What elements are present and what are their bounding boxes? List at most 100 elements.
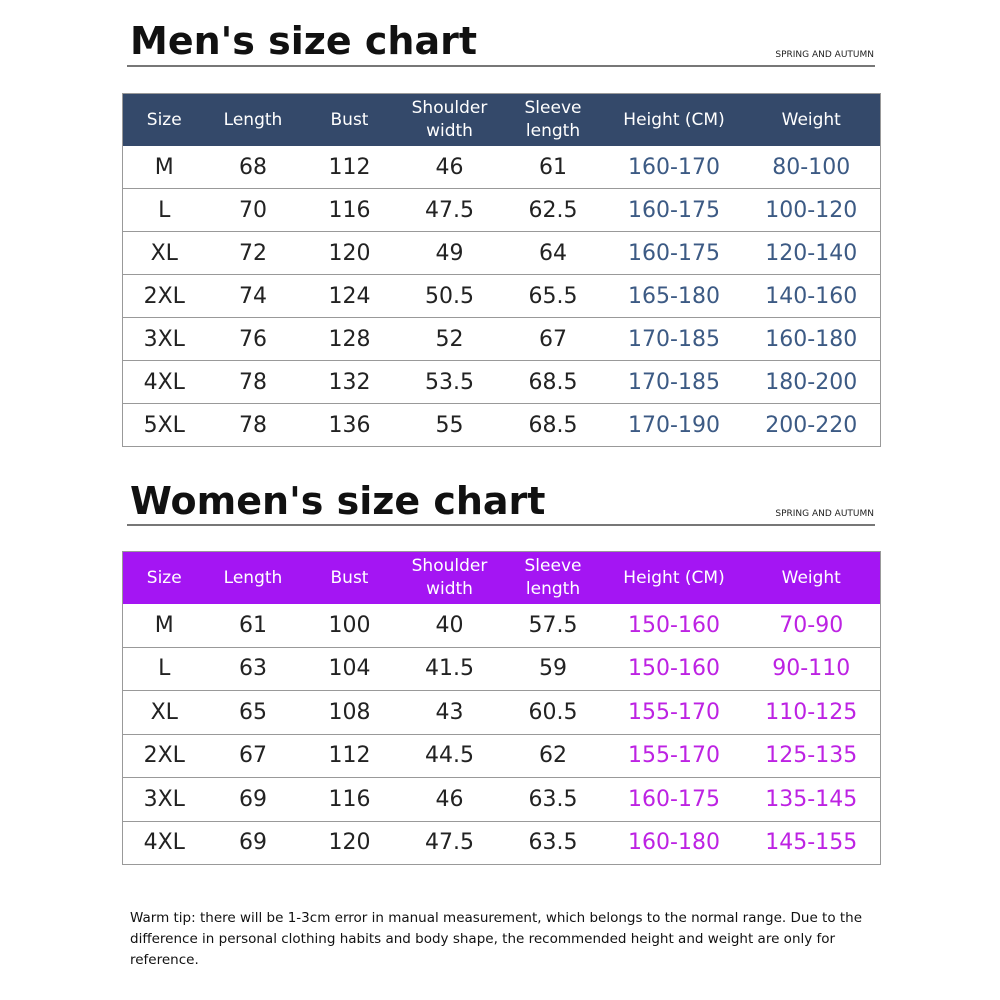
header-row: Size Length Bust Shoulder width Sleeve lengt… (122, 93, 881, 146)
table-row: XL 72 120 49 64 160-175 120-140 (122, 231, 881, 275)
table-cell: 5XL (122, 403, 206, 447)
table-row: L 70 116 47.5 62.5 160-175 100-120 (122, 188, 881, 232)
table-cell: 47.5 (398, 188, 501, 232)
column-header: Height (CM) (605, 93, 743, 146)
table-cell: 4XL (122, 360, 206, 404)
table-row: 2XL 67 112 44.5 62 155-170 125-135 (122, 734, 881, 778)
table-cell: 180-200 (742, 360, 881, 404)
table-cell: 61 (500, 146, 606, 189)
table-cell: XL (122, 231, 206, 275)
table-cell: 72 (205, 231, 301, 275)
table-cell: 116 (300, 188, 399, 232)
table-cell: 65.5 (500, 274, 606, 318)
table-cell: 90-110 (742, 647, 881, 691)
table-cell: 140-160 (742, 274, 881, 318)
table-cell: 68 (205, 146, 301, 189)
table-cell: 170-185 (605, 360, 743, 404)
table-cell: 67 (500, 317, 606, 361)
table-row: 4XL 69 120 47.5 63.5 160-180 145-155 (122, 821, 881, 865)
table-cell: 124 (300, 274, 399, 318)
table-cell: 160-180 (742, 317, 881, 361)
table-cell: 150-160 (605, 647, 743, 691)
table-cell: 64 (500, 231, 606, 275)
table-cell: 3XL (122, 777, 206, 822)
table-cell: 112 (300, 146, 399, 189)
column-header: Shoulder width (398, 551, 501, 604)
table-cell: 47.5 (398, 821, 501, 865)
warm-tip: Warm tip: there will be 1-3cm error in m… (130, 910, 863, 968)
women-season: SPRING AND AUTUMN (775, 509, 874, 519)
table-cell: 74 (205, 274, 301, 318)
table-cell: 67 (205, 734, 301, 778)
men-season: SPRING AND AUTUMN (775, 50, 874, 60)
table-cell: 65 (205, 690, 301, 735)
table-cell: 52 (398, 317, 501, 361)
table-cell: 104 (300, 647, 399, 691)
column-header: Sleeve length (500, 93, 606, 146)
table-cell: 69 (205, 777, 301, 822)
table-cell: XL (122, 690, 206, 735)
table-cell: 44.5 (398, 734, 501, 778)
table-cell: 63 (205, 647, 301, 691)
column-header: Bust (300, 551, 399, 604)
table-cell: 57.5 (500, 604, 606, 648)
table-cell: 68.5 (500, 403, 606, 447)
table-cell: 155-170 (605, 690, 743, 735)
table-cell: 46 (398, 777, 501, 822)
table-cell: 69 (205, 821, 301, 865)
table-cell: M (122, 146, 206, 189)
table-cell: 53.5 (398, 360, 501, 404)
table-cell: 128 (300, 317, 399, 361)
header-row: Size Length Bust Shoulder width Sleeve lengt… (122, 551, 881, 604)
table-cell: 41.5 (398, 647, 501, 691)
table-cell: 50.5 (398, 274, 501, 318)
table-cell: 200-220 (742, 403, 881, 447)
table-cell: 155-170 (605, 734, 743, 778)
table-cell: 120 (300, 231, 399, 275)
table-cell: 78 (205, 360, 301, 404)
column-header: Height (CM) (605, 551, 743, 604)
table-cell: 2XL (122, 274, 206, 318)
table-cell: 63.5 (500, 777, 606, 822)
table-cell: 78 (205, 403, 301, 447)
table-cell: 108 (300, 690, 399, 735)
table-row: 3XL 76 128 52 67 170-185 160-180 (122, 317, 881, 361)
table-cell: 76 (205, 317, 301, 361)
table-cell: 4XL (122, 821, 206, 865)
column-header: Shoulder width (398, 93, 501, 146)
table-cell: 63.5 (500, 821, 606, 865)
table-cell: 70-90 (742, 604, 881, 648)
column-header: Weight (742, 93, 881, 146)
table-cell: 132 (300, 360, 399, 404)
table-cell: 49 (398, 231, 501, 275)
table-row: L 63 104 41.5 59 150-160 90-110 (122, 647, 881, 691)
table-cell: 170-190 (605, 403, 743, 447)
table-row: XL 65 108 43 60.5 155-170 110-125 (122, 690, 881, 735)
table-cell: 60.5 (500, 690, 606, 735)
table-row: 5XL 78 136 55 68.5 170-190 200-220 (122, 403, 881, 447)
table-cell: 110-125 (742, 690, 881, 735)
table-cell: 62.5 (500, 188, 606, 232)
table-cell: 46 (398, 146, 501, 189)
table-cell: L (122, 647, 206, 691)
table-cell: 125-135 (742, 734, 881, 778)
table-row: 2XL 74 124 50.5 65.5 165-180 140-160 (122, 274, 881, 318)
table-cell: 160-170 (605, 146, 743, 189)
table-cell: 165-180 (605, 274, 743, 318)
table-cell: 62 (500, 734, 606, 778)
table-cell: 160-175 (605, 188, 743, 232)
table-cell: 120 (300, 821, 399, 865)
table-cell: 116 (300, 777, 399, 822)
women-table: Size Length Bust Shoulder width Sleeve lengt… (122, 551, 881, 865)
table-cell: 40 (398, 604, 501, 648)
table-cell: 145-155 (742, 821, 881, 865)
table-cell: 150-160 (605, 604, 743, 648)
column-header: Sleeve length (500, 551, 606, 604)
women-title: Women's size chart (130, 479, 546, 523)
table-cell: 68.5 (500, 360, 606, 404)
table-cell: 59 (500, 647, 606, 691)
table-cell: 2XL (122, 734, 206, 778)
column-header: Size (122, 93, 206, 146)
table-cell: 135-145 (742, 777, 881, 822)
